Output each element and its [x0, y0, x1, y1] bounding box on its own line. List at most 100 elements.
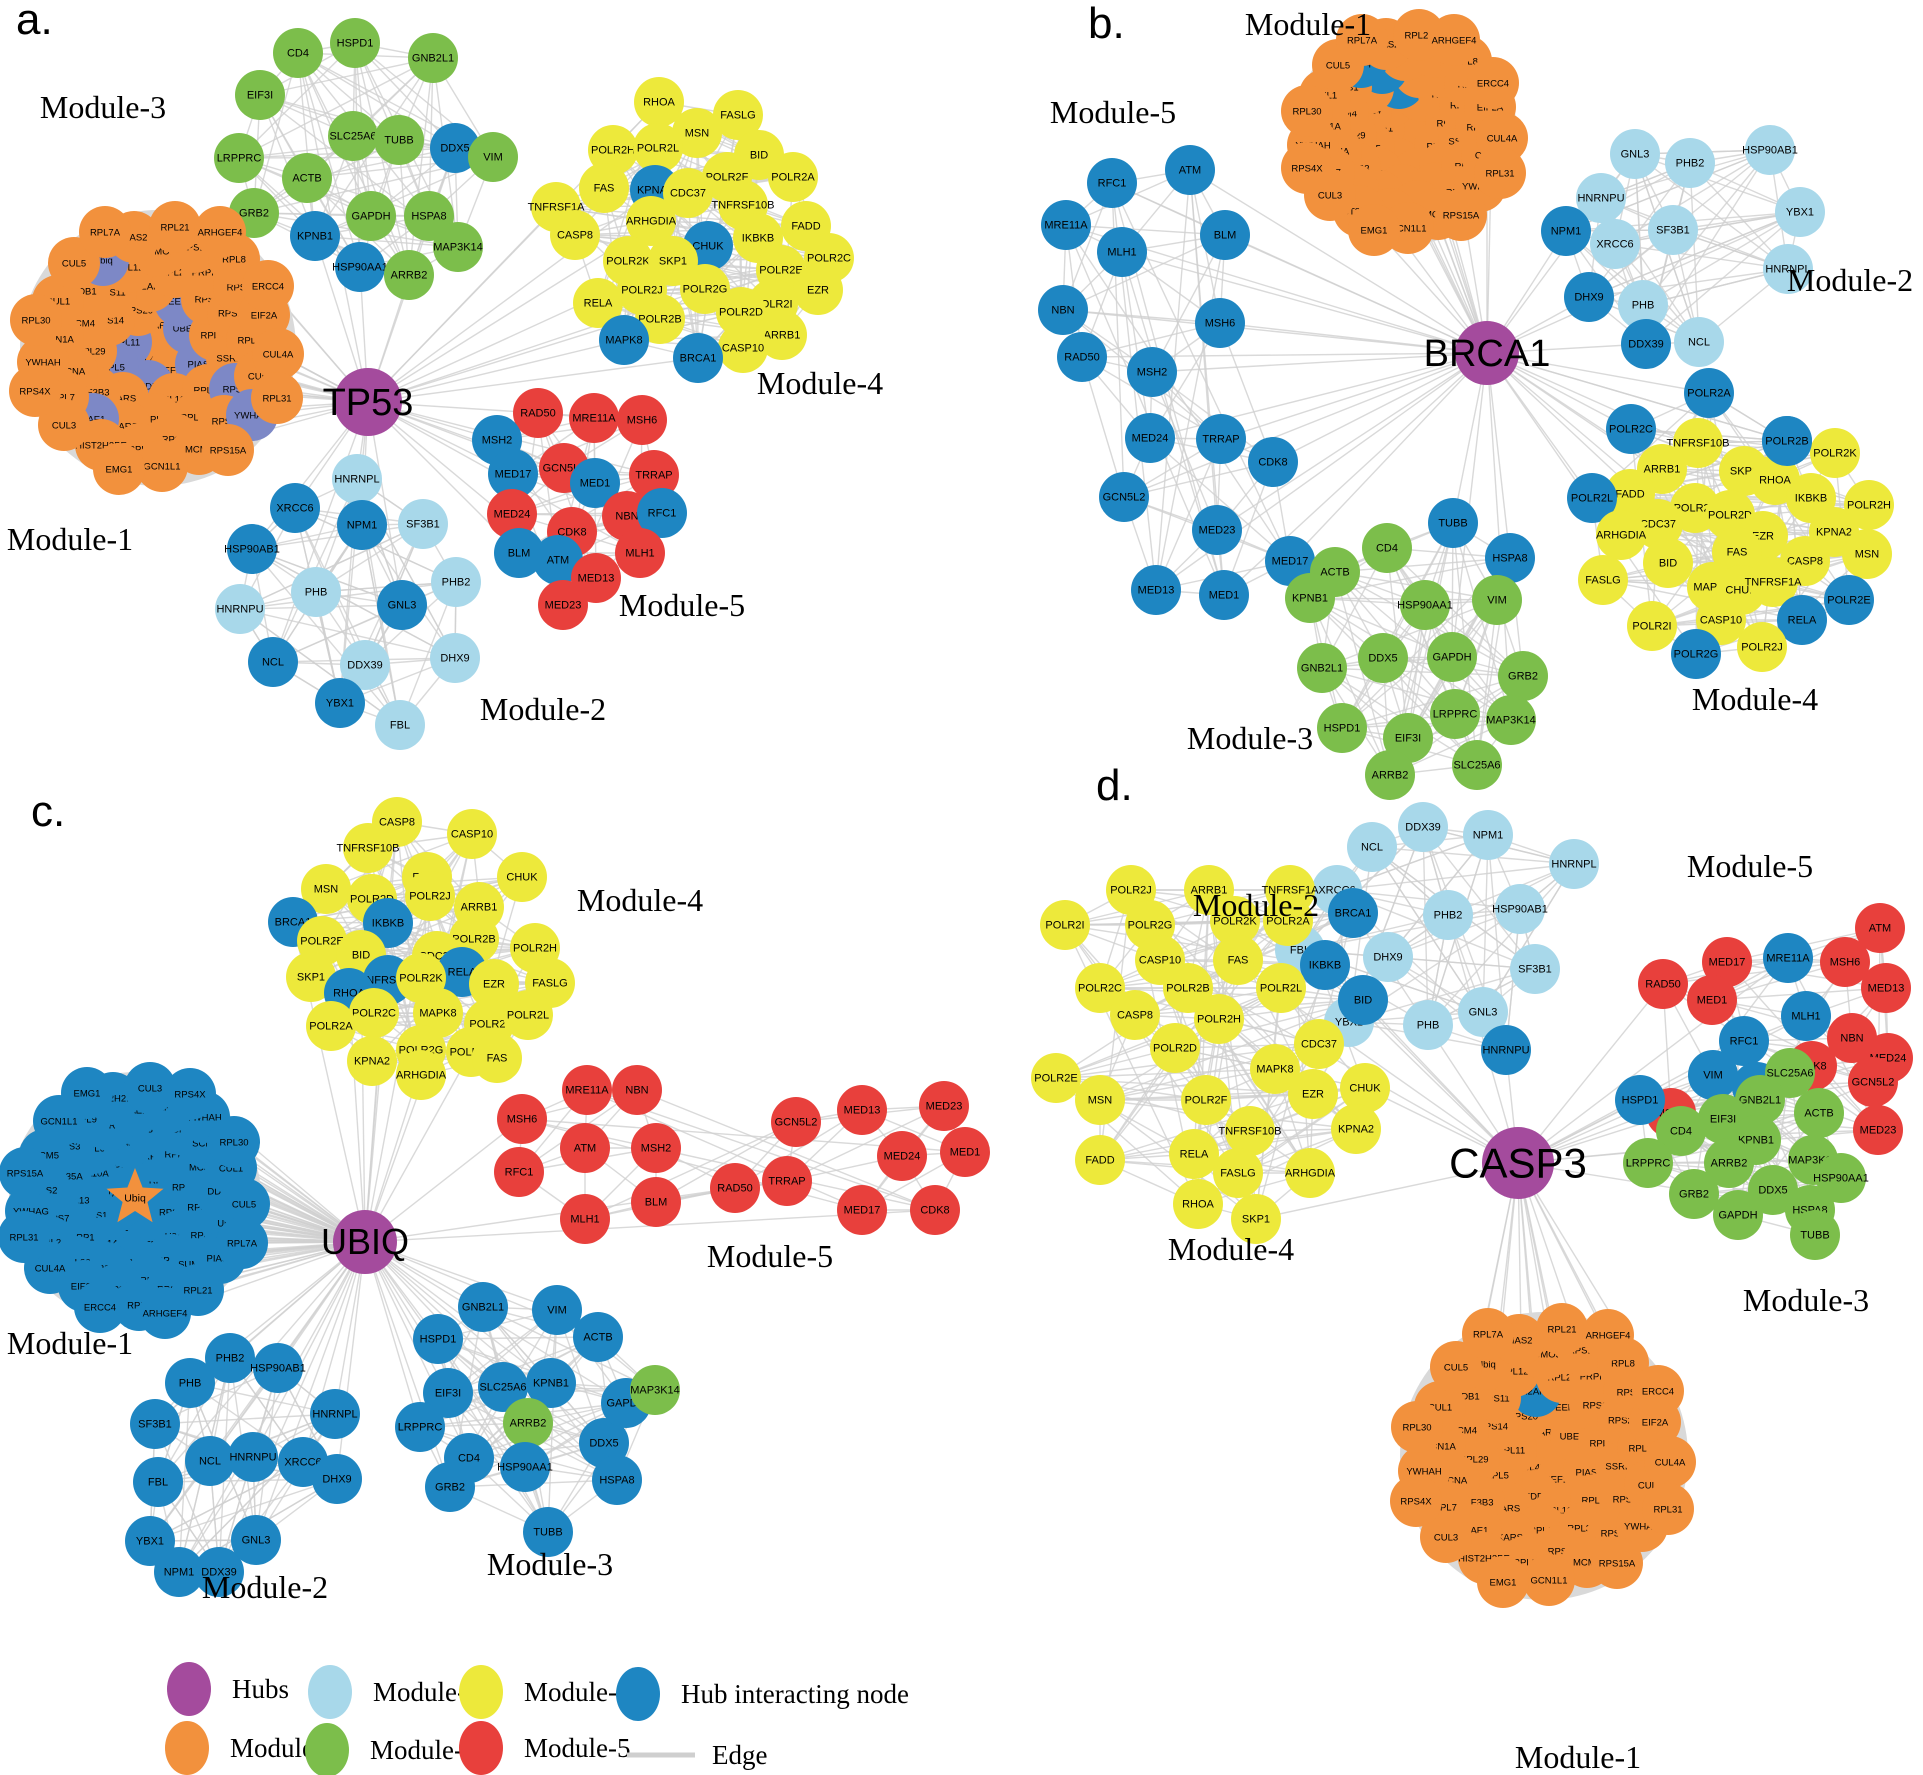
- node-MED13[interactable]: [571, 553, 621, 603]
- node-ERCC4[interactable]: [1467, 57, 1519, 109]
- node-RFC1[interactable]: [637, 488, 687, 538]
- node-POLR2F[interactable]: [1181, 1075, 1231, 1125]
- node-RAD50[interactable]: [513, 388, 563, 438]
- node-MSN[interactable]: [672, 108, 722, 158]
- node-ATM[interactable]: [1165, 145, 1215, 195]
- node-POLR2E[interactable]: [1824, 575, 1874, 625]
- node-HNRNPU[interactable]: [1481, 1025, 1531, 1075]
- node-CASP8[interactable]: [550, 210, 600, 260]
- node-FAS[interactable]: [1712, 527, 1762, 577]
- node-BLM[interactable]: [1200, 210, 1250, 260]
- node-HSP90AA1[interactable]: [335, 242, 385, 292]
- node-FBL[interactable]: [133, 1457, 183, 1507]
- node-EIF3I[interactable]: [235, 70, 285, 120]
- node-MED1[interactable]: [1199, 570, 1249, 620]
- node-RPL31[interactable]: [1642, 1483, 1694, 1535]
- node-HSPD1[interactable]: [1615, 1075, 1665, 1125]
- node-POLR2A[interactable]: [306, 1001, 356, 1051]
- node-CASP8[interactable]: [1110, 990, 1160, 1040]
- node-RELA[interactable]: [1169, 1129, 1219, 1179]
- node-NCL[interactable]: [1674, 317, 1724, 367]
- node-ATM[interactable]: [560, 1123, 610, 1173]
- node-CHUK[interactable]: [1340, 1063, 1390, 1113]
- node-HNRNPL[interactable]: [332, 454, 382, 504]
- node-ACTB[interactable]: [573, 1312, 623, 1362]
- node-TNFRSF10B[interactable]: [1673, 418, 1723, 468]
- node-KPNA2[interactable]: [1331, 1104, 1381, 1154]
- node-CASP10[interactable]: [447, 809, 497, 859]
- node-POLR2E[interactable]: [1031, 1053, 1081, 1103]
- node-DDX39[interactable]: [1621, 319, 1671, 369]
- node-MSH6[interactable]: [617, 395, 667, 445]
- node-MED24[interactable]: [1125, 413, 1175, 463]
- node-MAP3K14[interactable]: [630, 1365, 680, 1415]
- node-MLH1[interactable]: [560, 1194, 610, 1244]
- node-MRE11A[interactable]: [1041, 200, 1091, 250]
- node-POLR2L[interactable]: [1256, 963, 1306, 1013]
- node-MRE11A[interactable]: [1763, 933, 1813, 983]
- node-MED24[interactable]: [877, 1131, 927, 1181]
- node-POLR2C[interactable]: [1075, 963, 1125, 1013]
- node-NPM1[interactable]: [1463, 810, 1513, 860]
- node-FAS[interactable]: [579, 163, 629, 213]
- node-EIF3I[interactable]: [423, 1368, 473, 1418]
- node-TRRAP[interactable]: [629, 450, 679, 500]
- node-MSN[interactable]: [1842, 529, 1892, 579]
- node-ARHGDIA[interactable]: [1285, 1148, 1335, 1198]
- node-GNB2L1[interactable]: [408, 33, 458, 83]
- node-GAPDH[interactable]: [1713, 1190, 1763, 1240]
- node-TRRAP[interactable]: [762, 1156, 812, 1206]
- hub-star-Ubiq[interactable]: [106, 1168, 164, 1223]
- node-ARHGDIA[interactable]: [626, 196, 676, 246]
- node-HSP90AA1[interactable]: [500, 1442, 550, 1492]
- node-CUL4A[interactable]: [252, 328, 304, 380]
- node-ARHGEF4[interactable]: [1428, 14, 1480, 66]
- node-ARRB1[interactable]: [757, 310, 807, 360]
- node-MSH6[interactable]: [1820, 937, 1870, 987]
- node-GNL3[interactable]: [1610, 129, 1660, 179]
- node-MED1[interactable]: [940, 1127, 990, 1177]
- node-SF3B1[interactable]: [398, 499, 448, 549]
- node-FBL[interactable]: [375, 700, 425, 750]
- node-KPNB1[interactable]: [290, 211, 340, 261]
- node-GNB2L1[interactable]: [1735, 1075, 1785, 1125]
- node-CDC37[interactable]: [663, 168, 713, 218]
- hub-UBIQ[interactable]: [333, 1210, 397, 1274]
- node-RELA[interactable]: [1777, 595, 1827, 645]
- node-POLR2J[interactable]: [405, 871, 455, 921]
- node-MED23[interactable]: [1192, 505, 1242, 555]
- node-HSP90AB1[interactable]: [1745, 125, 1795, 175]
- node-RPS4X[interactable]: [1390, 1475, 1442, 1527]
- node-POLR2H[interactable]: [588, 125, 638, 175]
- node-RPL30[interactable]: [10, 294, 62, 346]
- node-BLM[interactable]: [631, 1177, 681, 1227]
- node-POLR2I[interactable]: [1627, 601, 1677, 651]
- node-RPL31[interactable]: [251, 372, 303, 424]
- node-ARHGEF4[interactable]: [194, 206, 246, 258]
- node-ATM[interactable]: [533, 535, 583, 585]
- node-FASLG[interactable]: [1578, 555, 1628, 605]
- node-SKP1[interactable]: [1231, 1194, 1281, 1244]
- node-PHB[interactable]: [1618, 280, 1668, 330]
- node-GAPDH[interactable]: [1427, 632, 1477, 682]
- node-POLR2H[interactable]: [1844, 480, 1894, 530]
- node-GNL3[interactable]: [231, 1515, 281, 1565]
- node-EMG1[interactable]: [93, 443, 145, 495]
- node-CD4[interactable]: [1656, 1106, 1706, 1156]
- node-NPM1[interactable]: [337, 500, 387, 550]
- node-FASLG[interactable]: [713, 90, 763, 140]
- node-POLR2H[interactable]: [1194, 994, 1244, 1044]
- node-MSH2[interactable]: [1127, 347, 1177, 397]
- node-SLC25A6[interactable]: [478, 1362, 528, 1412]
- node-MAP3K14[interactable]: [433, 222, 483, 272]
- node-TUBB[interactable]: [374, 115, 424, 165]
- node-RPL7A[interactable]: [1462, 1308, 1514, 1360]
- node-KPNA2[interactable]: [347, 1036, 397, 1086]
- node-TUBB[interactable]: [1428, 498, 1478, 548]
- node-CDC37[interactable]: [1294, 1019, 1344, 1069]
- node-HSP90AA1[interactable]: [1400, 580, 1450, 630]
- node-RPS15A[interactable]: [1591, 1537, 1643, 1589]
- node-GNL3[interactable]: [1458, 987, 1508, 1037]
- node-ATM[interactable]: [1855, 903, 1905, 953]
- node-EMG1[interactable]: [1348, 204, 1400, 256]
